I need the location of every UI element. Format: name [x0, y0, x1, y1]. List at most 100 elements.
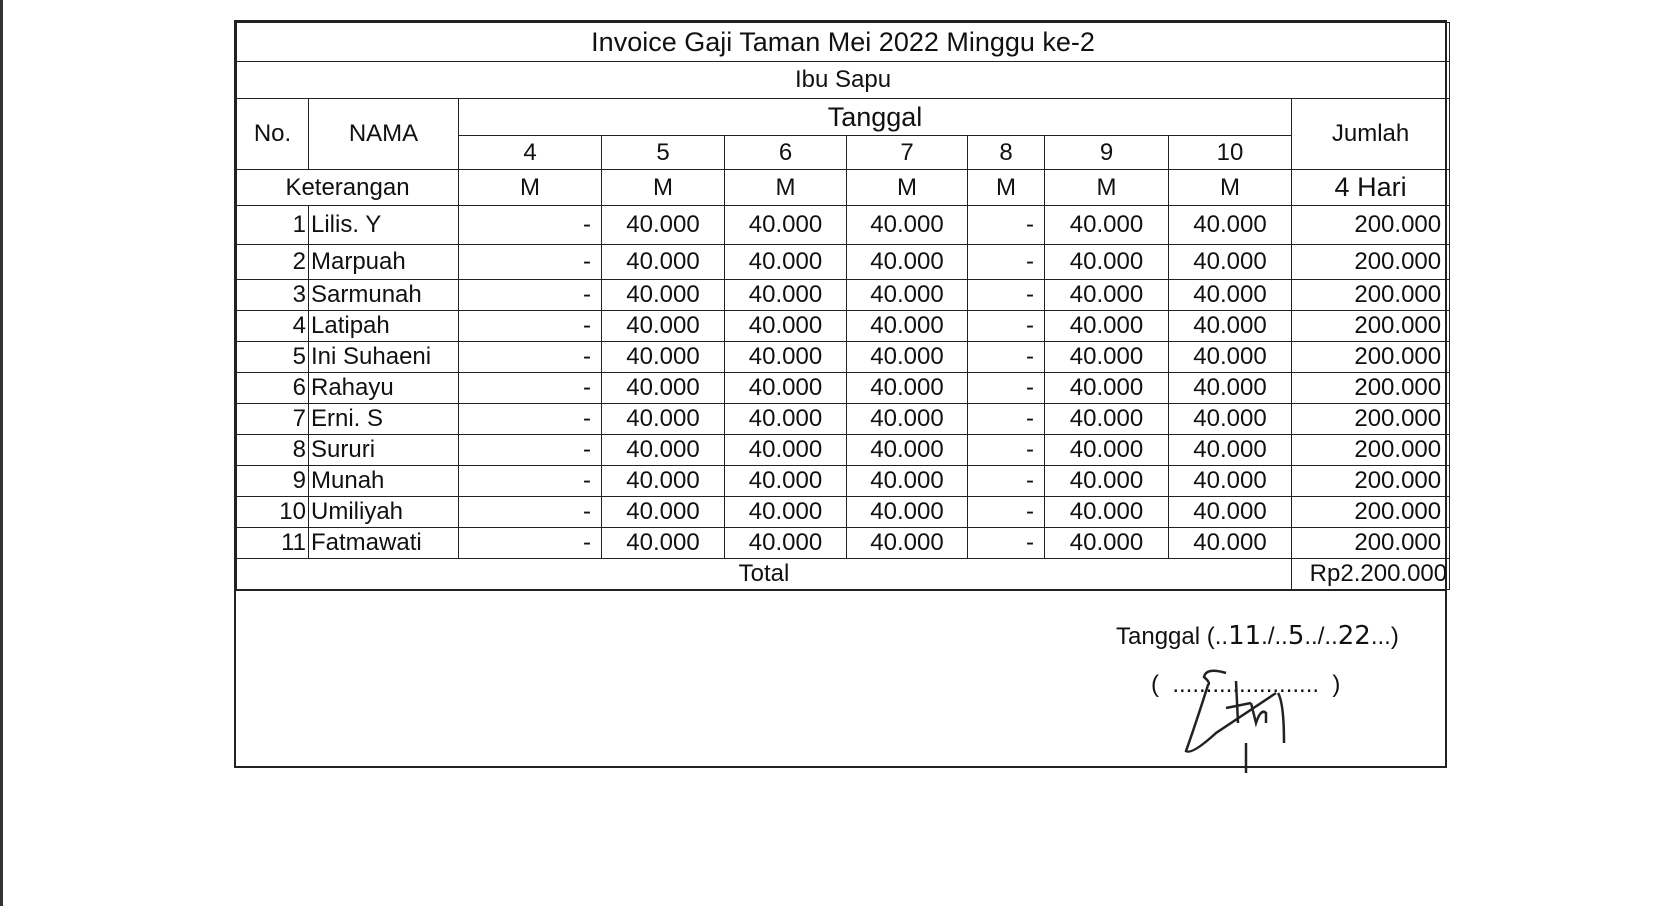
daily-wage: - [458, 279, 602, 311]
daily-wage: 40.000 [601, 279, 725, 311]
daily-wage: 40.000 [1044, 341, 1169, 373]
row-number: 4 [236, 310, 309, 342]
daily-wage: 40.000 [846, 403, 968, 435]
table-row: 6 Rahayu -40.000 40.000 40.000-40.000 40.000 2… [236, 372, 1451, 404]
daily-wage: - [458, 496, 602, 528]
table-row: 5 Ini Suhaeni -40.000 40.000 40.000-40.000 40… [236, 341, 1451, 373]
employee-name: Erni. S [308, 403, 459, 435]
employee-name: Latipah [308, 310, 459, 342]
footer-area: Tanggal (..11./..5../..22...) ( ........… [236, 590, 1445, 773]
row-total: 200.000 [1290, 279, 1451, 311]
date-header: 7 [846, 135, 968, 170]
day-code: M [724, 169, 847, 206]
daily-wage: 40.000 [1044, 310, 1169, 342]
daily-wage: 40.000 [601, 372, 725, 404]
daily-wage: - [967, 310, 1045, 342]
daily-wage: 40.000 [1044, 527, 1169, 559]
daily-wage: 40.000 [601, 205, 725, 245]
daily-wage: 40.000 [846, 310, 968, 342]
daily-wage: 40.000 [846, 205, 968, 245]
daily-wage: 40.000 [1168, 244, 1292, 280]
daily-wage: 40.000 [846, 527, 968, 559]
table-row: 1 Lilis. Y -40.000 40.000 40.000-40.000 40.00… [236, 205, 1451, 245]
header-tanggal: Tanggal [458, 98, 1292, 136]
daily-wage: 40.000 [1168, 310, 1292, 342]
total-row: Total Rp2.200.000 [236, 558, 1451, 590]
date-header: 9 [1044, 135, 1169, 170]
row-number: 3 [236, 279, 309, 311]
date-label: Tanggal ( [1116, 623, 1215, 650]
daily-wage: 40.000 [601, 496, 725, 528]
signature-line: ( ...................... ) [1151, 671, 1341, 698]
row-total: 200.000 [1290, 496, 1451, 528]
daily-wage: 40.000 [846, 465, 968, 497]
daily-wage: 40.000 [1168, 465, 1292, 497]
daily-wage: 40.000 [846, 434, 968, 466]
header-keterangan: Keterangan [236, 169, 459, 206]
daily-wage: 40.000 [724, 465, 847, 497]
daily-wage: 40.000 [601, 527, 725, 559]
daily-wage: 40.000 [724, 279, 847, 311]
day-code: M [458, 169, 602, 206]
employee-name: Rahayu [308, 372, 459, 404]
daily-wage: - [967, 341, 1045, 373]
row-total: 200.000 [1290, 403, 1451, 435]
daily-wage: 40.000 [1168, 434, 1292, 466]
daily-wage: 40.000 [846, 372, 968, 404]
daily-wage: 40.000 [1168, 279, 1292, 311]
daily-wage: 40.000 [724, 341, 847, 373]
daily-wage: 40.000 [1044, 205, 1169, 245]
header-no: No. [236, 98, 309, 170]
daily-wage: - [967, 205, 1045, 245]
scan-edge [0, 0, 3, 906]
employee-name: Munah [308, 465, 459, 497]
daily-wage: 40.000 [601, 244, 725, 280]
daily-wage: 40.000 [846, 279, 968, 311]
daily-wage: 40.000 [1168, 403, 1292, 435]
table-row: 11 Fatmawati -40.000 40.000 40.000-40.000 40.… [236, 527, 1451, 559]
daily-wage: 40.000 [1168, 372, 1292, 404]
row-number: 5 [236, 341, 309, 373]
daily-wage: - [458, 244, 602, 280]
daily-wage: - [458, 434, 602, 466]
row-total: 200.000 [1290, 527, 1451, 559]
daily-wage: 40.000 [1168, 527, 1292, 559]
header-nama: NAMA [308, 98, 459, 170]
daily-wage: 40.000 [1044, 244, 1169, 280]
daily-wage: 40.000 [1044, 465, 1169, 497]
daily-wage: 40.000 [1044, 279, 1169, 311]
daily-wage: - [967, 527, 1045, 559]
invoice-document: Invoice Gaji Taman Mei 2022 Minggu ke-2 … [234, 20, 1451, 773]
table-row: 8 Sururi -40.000 40.000 40.000-40.000 40.000 2… [236, 434, 1451, 466]
date-header: 10 [1168, 135, 1292, 170]
table-row: 9 Munah -40.000 40.000 40.000-40.000 40.000 20… [236, 465, 1451, 497]
row-total: 200.000 [1290, 465, 1451, 497]
daily-wage: 40.000 [1168, 341, 1292, 373]
daily-wage: 40.000 [846, 496, 968, 528]
invoice-title: Invoice Gaji Taman Mei 2022 Minggu ke-2 [235, 22, 1451, 62]
daily-wage: - [967, 279, 1045, 311]
daily-wage: - [458, 372, 602, 404]
daily-wage: 40.000 [601, 310, 725, 342]
daily-wage: - [458, 465, 602, 497]
header-jumlah: Jumlah [1290, 98, 1451, 170]
employee-name: Ini Suhaeni [308, 341, 459, 373]
total-label: Total [236, 558, 1292, 590]
daily-wage: 40.000 [601, 341, 725, 373]
daily-wage: 40.000 [724, 527, 847, 559]
employee-name: Lilis. Y [308, 205, 459, 245]
daily-wage: 40.000 [724, 372, 847, 404]
employee-name: Marpuah [308, 244, 459, 280]
employee-name: Fatmawati [308, 527, 459, 559]
daily-wage: - [458, 310, 602, 342]
daily-wage: - [458, 205, 602, 245]
daily-wage: 40.000 [1044, 403, 1169, 435]
row-number: 1 [236, 205, 309, 245]
daily-wage: - [458, 403, 602, 435]
jumlah-hari: 4 Hari [1290, 169, 1451, 206]
daily-wage: - [967, 496, 1045, 528]
daily-wage: 40.000 [601, 434, 725, 466]
daily-wage: - [967, 372, 1045, 404]
signature-image [1184, 669, 1286, 773]
table-row: 2 Marpuah -40.000 40.000 40.000-40.000 40.000… [236, 244, 1451, 280]
